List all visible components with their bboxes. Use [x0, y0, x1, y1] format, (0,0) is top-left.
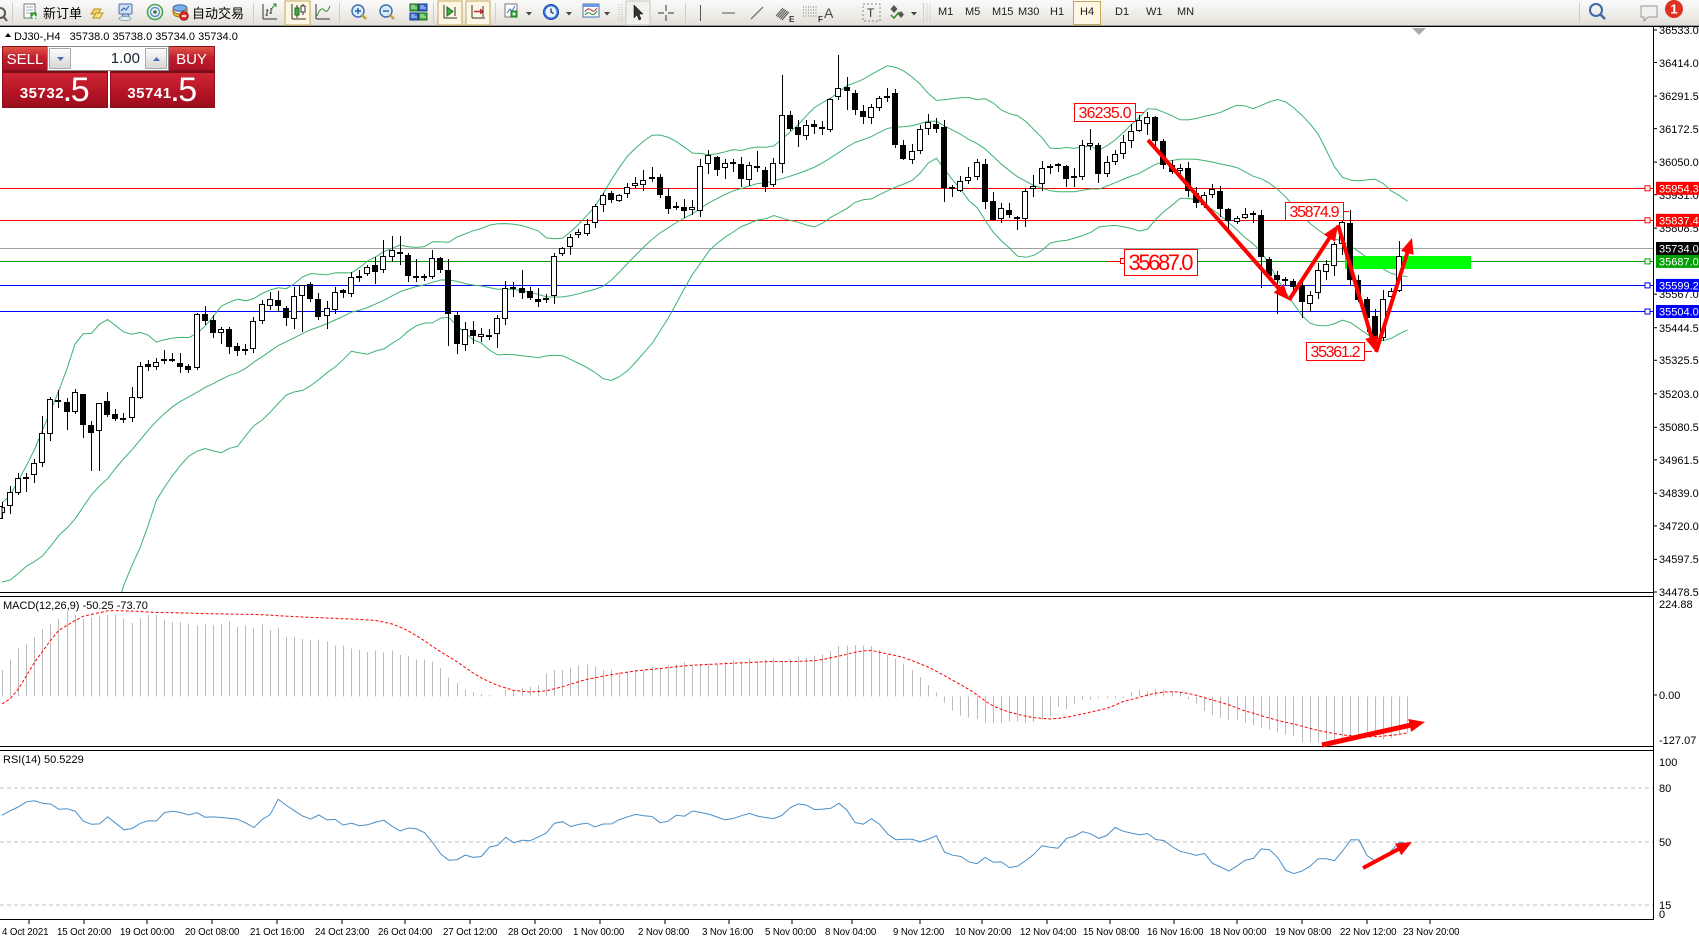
svg-text:35361.2: 35361.2	[1311, 344, 1361, 361]
svg-text:35504.0: 35504.0	[1659, 307, 1699, 319]
svg-text:20 Oct 08:00: 20 Oct 08:00	[185, 927, 240, 938]
svg-text:35837.4: 35837.4	[1659, 215, 1699, 227]
svg-text:9 Nov 12:00: 9 Nov 12:00	[893, 927, 945, 938]
svg-text:8 Nov 04:00: 8 Nov 04:00	[825, 927, 877, 938]
svg-text:35567.0: 35567.0	[1659, 289, 1699, 301]
svg-text:5 Nov 00:00: 5 Nov 00:00	[765, 927, 817, 938]
svg-text:新订单: 新订单	[43, 6, 82, 21]
svg-text:35687.0: 35687.0	[1129, 250, 1194, 275]
svg-text:36291.5: 36291.5	[1659, 91, 1699, 103]
svg-text:36172.5: 36172.5	[1659, 124, 1699, 136]
svg-text:RSI(14) 50.5229: RSI(14) 50.5229	[3, 754, 84, 766]
svg-text:2 Nov 08:00: 2 Nov 08:00	[638, 927, 690, 938]
svg-text:36414.0: 36414.0	[1659, 58, 1699, 70]
svg-text:27 Oct 12:00: 27 Oct 12:00	[443, 927, 498, 938]
svg-text:28 Oct 20:00: 28 Oct 20:00	[508, 927, 563, 938]
svg-text:16 Nov 16:00: 16 Nov 16:00	[1147, 927, 1204, 938]
svg-text:35444.5: 35444.5	[1659, 323, 1699, 335]
svg-text:21 Oct 16:00: 21 Oct 16:00	[250, 927, 305, 938]
svg-text:19 Oct 00:00: 19 Oct 00:00	[120, 927, 175, 938]
svg-text:34597.5: 34597.5	[1659, 554, 1699, 566]
svg-text:26 Oct 04:00: 26 Oct 04:00	[378, 927, 433, 938]
svg-text:A: A	[824, 5, 834, 21]
svg-text:224.88: 224.88	[1659, 599, 1693, 611]
svg-text:自动交易: 自动交易	[192, 6, 244, 21]
svg-text:35203.0: 35203.0	[1659, 389, 1699, 401]
svg-text:15 Nov 08:00: 15 Nov 08:00	[1083, 927, 1140, 938]
svg-text:34478.5: 34478.5	[1659, 587, 1699, 599]
svg-text:34720.0: 34720.0	[1659, 521, 1699, 533]
svg-text:23 Nov 20:00: 23 Nov 20:00	[1403, 927, 1460, 938]
svg-text:DJ30-,H4 35738.0 35738.0 357: DJ30-,H4 35738.0 35738.0 35734.0 35734.0	[14, 31, 238, 43]
svg-text:15 Oct 20:00: 15 Oct 20:00	[57, 927, 112, 938]
svg-text:10 Nov 20:00: 10 Nov 20:00	[955, 927, 1012, 938]
svg-text:50: 50	[1659, 837, 1671, 849]
svg-text:4 Oct 2021: 4 Oct 2021	[2, 927, 48, 938]
svg-text:T: T	[867, 6, 875, 20]
svg-text:35734.0: 35734.0	[1659, 244, 1699, 256]
svg-text:E: E	[789, 15, 795, 24]
svg-text:100: 100	[1659, 757, 1677, 769]
svg-text:0.00: 0.00	[1659, 690, 1680, 702]
svg-text:12 Nov 04:00: 12 Nov 04:00	[1020, 927, 1077, 938]
svg-text:18 Nov 00:00: 18 Nov 00:00	[1210, 927, 1267, 938]
svg-text:35954.3: 35954.3	[1659, 183, 1699, 195]
svg-text:F: F	[818, 15, 823, 24]
svg-text:19 Nov 08:00: 19 Nov 08:00	[1275, 927, 1332, 938]
svg-text:34961.5: 34961.5	[1659, 455, 1699, 467]
svg-text:35080.5: 35080.5	[1659, 422, 1699, 434]
svg-text:35687.0: 35687.0	[1659, 256, 1699, 268]
svg-text:35325.5: 35325.5	[1659, 355, 1699, 367]
svg-text:1: 1	[1670, 2, 1677, 17]
svg-text:35599.2: 35599.2	[1659, 280, 1699, 292]
svg-text:36235.0: 36235.0	[1079, 105, 1132, 122]
svg-text:3 Nov 16:00: 3 Nov 16:00	[702, 927, 754, 938]
svg-text:MACD(12,26,9) -50.25 -73.70: MACD(12,26,9) -50.25 -73.70	[3, 600, 148, 612]
svg-text:80: 80	[1659, 783, 1671, 795]
svg-text:22 Nov 12:00: 22 Nov 12:00	[1340, 927, 1397, 938]
svg-text:36050.0: 36050.0	[1659, 157, 1699, 169]
svg-text:1 Nov 00:00: 1 Nov 00:00	[573, 927, 625, 938]
svg-text:-127.07: -127.07	[1659, 735, 1696, 747]
svg-text:24 Oct 23:00: 24 Oct 23:00	[315, 927, 370, 938]
svg-text:36533.0: 36533.0	[1659, 25, 1699, 37]
svg-text:15: 15	[1659, 900, 1671, 912]
svg-text:35874.9: 35874.9	[1290, 204, 1340, 221]
svg-text:0: 0	[1659, 909, 1665, 921]
svg-text:34839.0: 34839.0	[1659, 488, 1699, 500]
